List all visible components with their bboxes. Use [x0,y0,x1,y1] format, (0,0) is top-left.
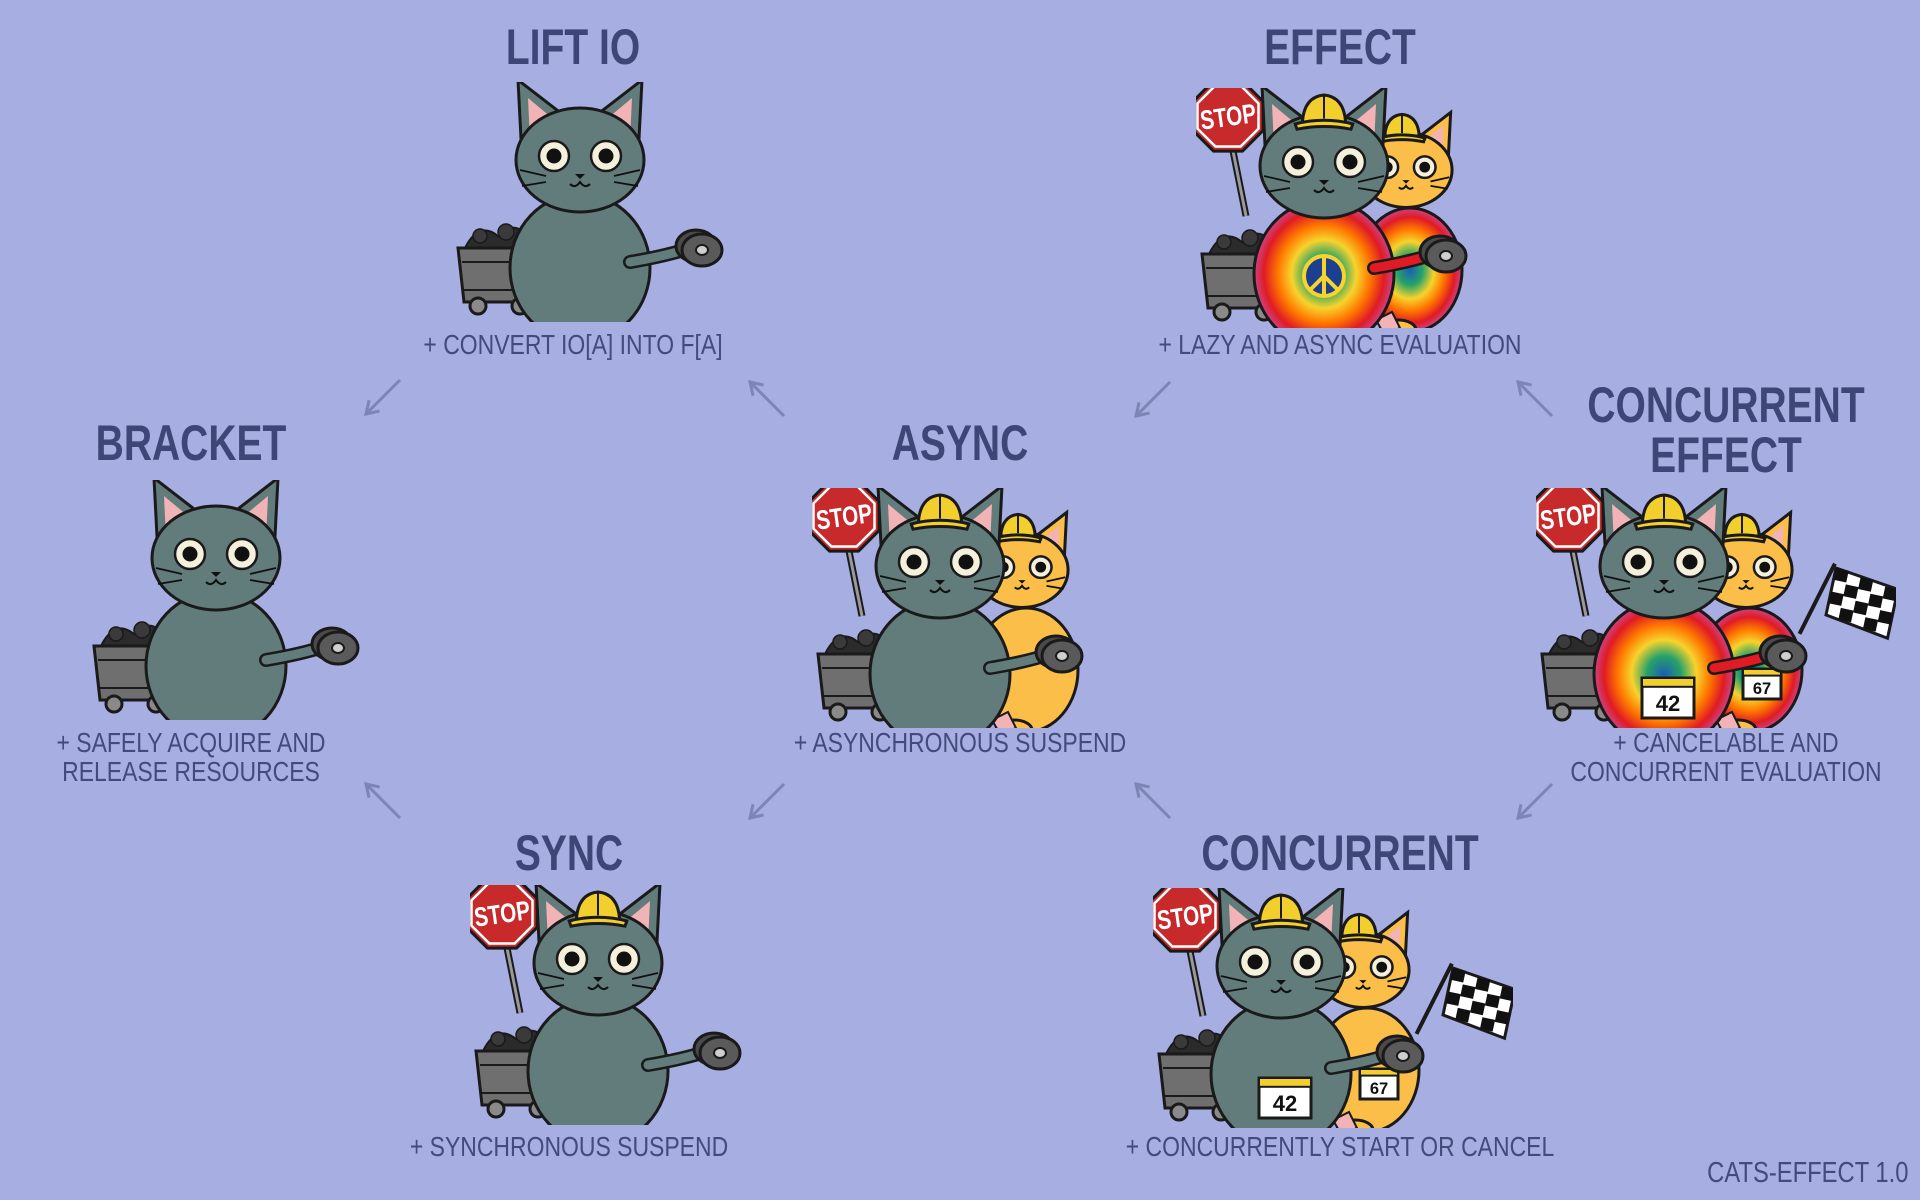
gray-cat [526,885,742,1125]
arrow-async-to-effect [1134,380,1172,418]
node-description-line: + SYNCHRONOUS SUSPEND [409,1131,729,1162]
cat-eyes [1281,145,1367,179]
race-bib-67: 67 [1741,667,1783,701]
checkered-flag-icon [1414,962,1513,1041]
checkered-flag-icon [1797,562,1896,641]
stop-sign-icon: STOP [1153,888,1222,1017]
disk-icon [310,626,360,666]
stop-sign-icon: STOP [812,488,881,617]
cat-illustration: STOP [1536,488,1896,728]
race-bib-42: 42 [1257,1076,1313,1120]
node-title-line: BRACKET [95,415,287,471]
disk-icon [1375,1034,1425,1074]
node-description-line: CONCURRENT EVALUATION [1570,756,1882,788]
stop-sign-icon: STOP [470,885,539,1014]
hard-hat-icon [1633,493,1695,531]
gray-cat [868,488,1084,728]
node-description-line: + ASYNCHRONOUS SUSPEND [793,727,1127,758]
stop-sign-icon: STOP [1536,488,1605,617]
arrow-sync-to-bracket [364,782,402,820]
hard-hat-icon [1250,893,1312,931]
arrow-concurrent-effect-to-effect [1516,380,1554,418]
node-title-line: ASYNC [891,415,1029,471]
hard-hat-icon [992,512,1044,544]
node-title: SYNC [500,828,639,878]
cat-eyes [1621,545,1707,579]
node-title-line: CONCURRENT [1201,825,1479,881]
node-title-line: CONCURRENT [1587,377,1865,433]
version-text: CATS-EFFECT 1.0 [1706,1157,1908,1189]
node-title: EFFECT [1243,22,1437,72]
svg-text:67: 67 [1370,1080,1388,1098]
node-description: + SYNCHRONOUS SUSPEND [375,1131,763,1162]
node-title-line: SYNC [514,825,624,881]
cat-illustration [456,82,724,322]
node-title-line: LIFT IO [505,19,641,75]
stop-sign-icon: STOP [1196,88,1265,217]
cat-eyes [173,537,259,571]
disk-icon [1758,634,1808,674]
peace-symbol-icon [1302,254,1346,298]
hard-hat-icon [909,493,971,531]
disk-icon [692,1031,742,1071]
node-title: BRACKET [69,418,313,468]
version-label: CATS-EFFECT 1.0 [1663,1157,1908,1190]
hard-hat-icon [1376,112,1428,144]
node-description-line: RELEASE RESOURCES [62,756,320,788]
node-description-line: + CONVERT IO[A] INTO F[A] [423,329,723,360]
node-description-line: + LAZY AND ASYNC EVALUATION [1158,329,1522,360]
gray-cat [144,480,360,720]
node-title: CONCURRENT [1162,828,1518,878]
node-description: + ASYNCHRONOUS SUSPEND [757,727,1162,758]
node-description: + LAZY AND ASYNC EVALUATION [1119,329,1562,360]
cat-eyes [897,545,983,579]
race-bib-67: 67 [1358,1067,1400,1101]
node-title-line: EFFECT [1650,427,1802,483]
cat-illustration: STOP 6 [1153,888,1513,1128]
node-title: ASYNC [872,418,1047,468]
hard-hat-icon [1716,512,1768,544]
hard-hat-icon [567,890,629,928]
race-bib-42: 42 [1640,676,1696,720]
gray-cat [508,82,724,322]
cat-eyes [555,942,641,976]
arrow-sync-to-async [748,782,786,820]
disk-icon [674,228,724,268]
node-description-line: + CANCELABLE AND [1613,727,1839,758]
gray-cat: 42 [1592,488,1808,728]
node-title: LIFT IO [487,22,659,72]
cat-illustration: STOP [812,488,1084,728]
svg-text:67: 67 [1753,680,1771,698]
cat-illustration [92,480,360,720]
node-description: + SAFELY ACQUIRE AND RELEASE RESOURCES [27,728,355,787]
coal-cart-icon [1200,229,1284,322]
hard-hat-icon [1293,93,1355,131]
gray-cat: 42 [1209,888,1425,1128]
disk-icon [1034,634,1084,674]
cat-illustration: STOP [470,885,742,1125]
arrow-concurrent-to-async [1134,782,1172,820]
cat-eyes [1238,945,1324,979]
node-title: CONCURRENT EFFECT [1548,380,1904,480]
hard-hat-icon [1333,912,1385,944]
node-description: + CANCELABLE AND CONCURRENT EVALUATION [1536,728,1916,787]
node-description: + CONVERT IO[A] INTO F[A] [391,329,756,360]
disk-icon [1418,234,1468,274]
cat-eyes [537,139,623,173]
node-description: + CONCURRENTLY START OR CANCEL [1079,1131,1602,1162]
arrow-concurrent-effect-to-concurrent [1516,782,1554,820]
node-title-line: EFFECT [1264,19,1416,75]
node-description-line: + SAFELY ACQUIRE AND [56,727,326,758]
cat-illustration: STOP [1196,88,1468,328]
svg-text:42: 42 [1656,691,1680,716]
node-description-line: + CONCURRENTLY START OR CANCEL [1125,1131,1555,1162]
svg-text:42: 42 [1273,1091,1297,1116]
gray-cat [1252,88,1468,328]
arrow-lift-io-to-bracket [364,378,402,416]
arrow-async-to-lift-io [748,380,786,418]
